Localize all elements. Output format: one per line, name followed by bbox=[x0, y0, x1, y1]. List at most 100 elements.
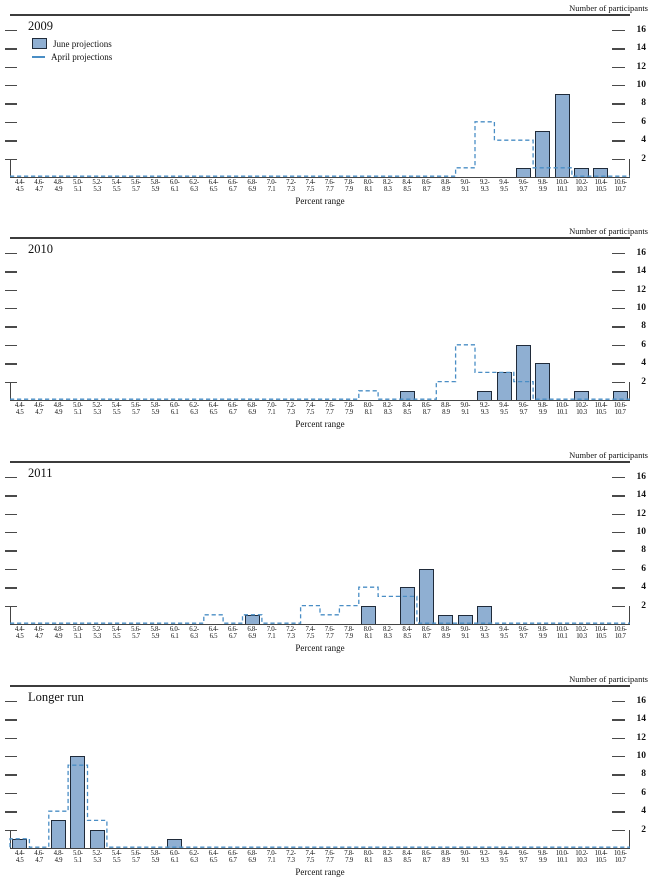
x-tick-label: 4.6- 4.7 bbox=[34, 402, 44, 416]
y-tick-label: 2 bbox=[641, 153, 646, 164]
x-tick-label: 5.8- 5.9 bbox=[150, 402, 161, 416]
y-tick-label: 12 bbox=[636, 508, 647, 519]
x-tick-label: 4.6- 4.7 bbox=[34, 626, 44, 640]
x-tick-label: 10.6- 10.7 bbox=[613, 402, 627, 416]
y-tick-right bbox=[612, 756, 625, 758]
y-tick-left bbox=[5, 756, 17, 758]
x-tick-label: 10.6- 10.7 bbox=[613, 850, 627, 864]
y-tick-label: 2 bbox=[641, 824, 646, 835]
y-tick-left bbox=[5, 381, 17, 383]
y-tick-right bbox=[612, 476, 625, 479]
panel-longer-run: Number of participants Longer run 2 4 6 8 10… bbox=[0, 671, 650, 886]
x-tick-label: 5.0- 5.1 bbox=[73, 850, 83, 864]
histogram-bar bbox=[12, 838, 28, 848]
y-tick-right bbox=[612, 308, 625, 310]
y-tick-left bbox=[5, 587, 17, 589]
x-tick-label: 8.8- 8.9 bbox=[441, 626, 451, 640]
y-tick-label: 6 bbox=[641, 116, 646, 127]
x-tick-label: 4.8- 4.9 bbox=[53, 402, 64, 416]
y-tick-left bbox=[5, 568, 17, 571]
x-tick-label: 10.0- 10.1 bbox=[555, 850, 569, 864]
x-tick-label: 9.8- 9.9 bbox=[538, 626, 548, 640]
y-tick-right bbox=[612, 326, 625, 328]
y-tick-right bbox=[612, 495, 625, 497]
legend-label-april: April projections bbox=[51, 51, 113, 62]
right-axis-title: Number of participants bbox=[569, 450, 648, 460]
y-tick-right bbox=[612, 121, 625, 124]
y-tick-left bbox=[5, 121, 17, 124]
y-tick-right bbox=[612, 85, 625, 87]
y-tick-left bbox=[5, 550, 17, 552]
y-tick-label: 10 bbox=[636, 303, 647, 313]
histogram-bar bbox=[89, 829, 105, 848]
x-tick-label: 4.6- 4.7 bbox=[34, 179, 44, 193]
x-tick-label: 5.8- 5.9 bbox=[150, 626, 161, 640]
x-tick-label: 9.2- 9.3 bbox=[479, 850, 490, 864]
y-tick-right bbox=[612, 513, 625, 515]
legend-item-june: June projections bbox=[32, 37, 112, 50]
panel-title: 2011 bbox=[28, 466, 53, 480]
x-tick-label: 7.4- 7.5 bbox=[305, 179, 316, 193]
y-tick-right bbox=[612, 289, 625, 291]
april-dash-swatch bbox=[32, 55, 45, 58]
y-tick-label: 8 bbox=[641, 545, 646, 556]
x-tick-label: 9.0- 9.1 bbox=[460, 179, 471, 193]
y-tick-left bbox=[5, 48, 17, 50]
x-tick-label: 9.2- 9.3 bbox=[479, 179, 490, 193]
x-tick-label: 9.0- 9.1 bbox=[460, 626, 471, 640]
plot-top-border bbox=[10, 14, 630, 16]
x-tick-label: 5.6- 5.7 bbox=[131, 179, 141, 193]
y-tick-label: 14 bbox=[636, 714, 647, 725]
y-tick-right bbox=[612, 140, 625, 142]
x-tick-label: 6.0- 6.1 bbox=[169, 402, 180, 416]
x-tick-label: 5.2- 5.3 bbox=[92, 402, 102, 416]
y-tick-right bbox=[612, 737, 625, 739]
y-tick-right bbox=[612, 587, 625, 589]
x-tick-label: 10.4- 10.5 bbox=[594, 850, 608, 864]
x-tick-label: 9.6- 9.7 bbox=[518, 179, 529, 193]
y-tick-left bbox=[5, 476, 17, 479]
right-axis-title: Number of participants bbox=[569, 3, 648, 13]
histogram-bar bbox=[496, 372, 512, 400]
x-tick-label: 5.8- 5.9 bbox=[150, 179, 161, 193]
x-axis-title: Percent range bbox=[295, 867, 345, 877]
y-tick-left bbox=[5, 719, 17, 721]
histogram-bar bbox=[477, 390, 493, 400]
x-axis-title: Percent range bbox=[295, 196, 345, 206]
june-bar-swatch bbox=[32, 38, 47, 49]
y-tick-left bbox=[5, 289, 17, 291]
x-tick-label: 8.2- 8.3 bbox=[383, 850, 393, 864]
x-tick-label: 8.2- 8.3 bbox=[383, 402, 393, 416]
y-tick-label: 14 bbox=[636, 490, 647, 501]
x-tick-label: 10.2- 10.3 bbox=[575, 626, 588, 640]
y-tick-left bbox=[5, 532, 17, 534]
plot-top-border bbox=[10, 237, 630, 239]
y-tick-right bbox=[612, 271, 625, 273]
x-tick-label: 5.2- 5.3 bbox=[92, 850, 102, 864]
y-tick-label: 4 bbox=[641, 582, 646, 593]
x-tick-label: 4.4- 4.5 bbox=[14, 626, 25, 640]
x-tick-label: 6.6- 6.7 bbox=[228, 402, 238, 416]
x-tick-label: 7.0- 7.1 bbox=[266, 179, 277, 193]
histogram-bar bbox=[419, 568, 435, 624]
y-tick-label: 10 bbox=[636, 527, 647, 537]
axis-corner-left bbox=[10, 606, 12, 624]
x-tick-label: 10.2- 10.3 bbox=[575, 179, 588, 193]
x-tick-label: 6.6- 6.7 bbox=[228, 850, 238, 864]
panel-title: 2009 bbox=[28, 19, 53, 33]
x-axis-line bbox=[10, 624, 630, 626]
y-tick-right bbox=[612, 568, 625, 571]
x-tick-label: 9.8- 9.9 bbox=[538, 402, 548, 416]
y-tick-right bbox=[612, 829, 625, 831]
y-tick-right bbox=[612, 363, 625, 365]
x-tick-label: 6.2- 6.3 bbox=[189, 850, 199, 864]
x-tick-label: 9.4- 9.5 bbox=[499, 850, 509, 864]
x-tick-label: 10.0- 10.1 bbox=[555, 402, 569, 416]
histogram-bar bbox=[360, 605, 376, 624]
x-tick-label: 7.4- 7.5 bbox=[305, 850, 316, 864]
x-tick-label: 9.6- 9.7 bbox=[518, 402, 529, 416]
x-tick-label: 7.2- 7.3 bbox=[286, 402, 296, 416]
histogram-bar bbox=[535, 131, 551, 177]
x-tick-label: 6.4- 6.5 bbox=[208, 179, 219, 193]
y-tick-right bbox=[612, 158, 625, 160]
